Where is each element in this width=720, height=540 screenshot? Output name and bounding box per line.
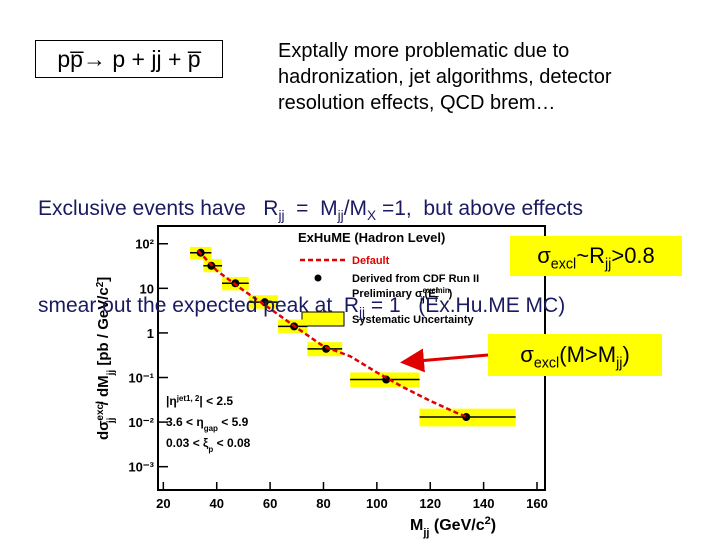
y-axis-label: dσexcljj / dMjj [pb / GeV/c2]	[95, 277, 117, 440]
y-tick-label: 10⁻³	[128, 460, 154, 475]
model-curve	[197, 249, 469, 419]
legend-dot	[314, 274, 322, 282]
body-text: Exclusive events have Rjj = Mjj/MX =1, b…	[38, 134, 583, 358]
cut: 3.6 < ηgap < 5.9	[166, 415, 249, 433]
y-tick-label: 10²	[135, 237, 154, 252]
legend-note: Preliminary σexcl jj(Emin T)	[352, 286, 453, 304]
title-box: pp̅→ p + jj + p̅	[35, 40, 223, 78]
y-tick-label: 10	[140, 281, 154, 296]
x-tick-label: 40	[209, 496, 223, 511]
x-tick-label: 100	[366, 496, 388, 511]
legend-label: Systematic Uncertainty	[352, 314, 475, 326]
note-line: resolution effects, QCD brem…	[278, 92, 556, 114]
note-line: hadronization, jet algorithms, detector	[278, 66, 612, 88]
x-tick-label: 80	[316, 496, 330, 511]
x-axis-label: Mjj (GeV/c2)	[410, 515, 496, 539]
y-tick-label: 10⁻²	[128, 415, 154, 430]
x-tick-label: 140	[473, 496, 495, 511]
cut: |ηjet1, 2| < 2.5	[166, 394, 233, 409]
cut: 0.03 < ξp < 0.08	[166, 436, 251, 454]
note: Exptally more problematic due to hadroniz…	[278, 38, 612, 116]
body-line: Exclusive events have Rjj = Mjj/MX =1, b…	[38, 197, 583, 224]
callout: σexcl(M>Mjj)	[488, 334, 662, 376]
legend-label: Default	[352, 255, 390, 267]
body-line: smear out the expected peak at Rjj = 1 (…	[38, 294, 566, 321]
arrow	[400, 348, 489, 373]
y-tick-label: 1	[147, 326, 154, 341]
x-tick-label: 20	[156, 496, 170, 511]
x-tick-label: 60	[263, 496, 277, 511]
x-tick-label: 160	[526, 496, 548, 511]
legend-box	[301, 311, 345, 327]
legend-label: Derived from CDF Run II	[352, 273, 479, 285]
legend-title: ExHuME (Hadron Level)	[298, 230, 445, 245]
x-tick-label: 120	[419, 496, 441, 511]
callout: σexcl~Rjj>0.8	[510, 236, 682, 276]
note-line: Exptally more problematic due to	[278, 40, 570, 62]
y-tick-label: 10⁻¹	[128, 371, 154, 386]
